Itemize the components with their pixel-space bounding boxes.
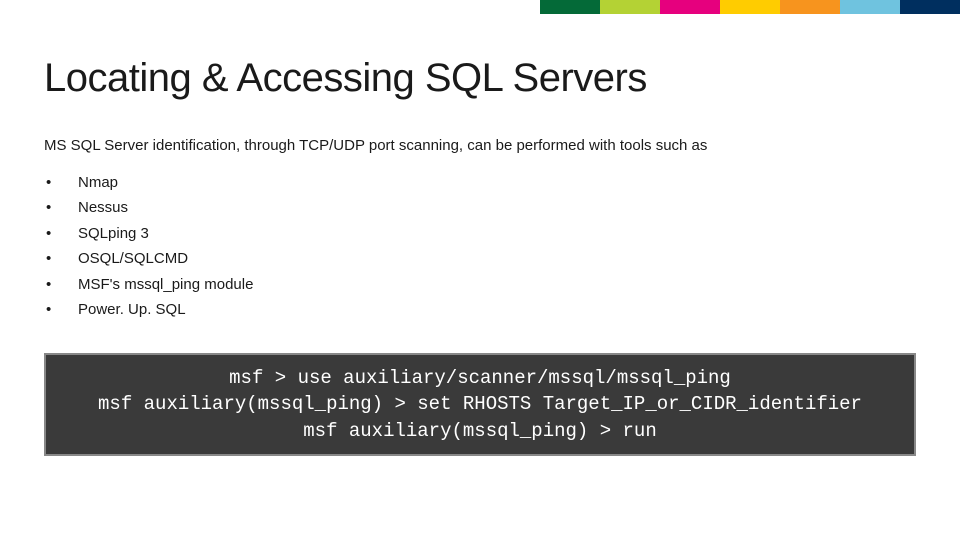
list-item: OSQL/SQLCMD [44, 246, 916, 272]
color-segment [840, 0, 900, 14]
list-item: Nmap [44, 170, 916, 196]
slide-content: Locating & Accessing SQL Servers MS SQL … [0, 0, 960, 456]
code-block: msf > use auxiliary/scanner/mssql/mssql_… [44, 353, 916, 457]
list-item: SQLping 3 [44, 221, 916, 247]
slide-title: Locating & Accessing SQL Servers [44, 56, 916, 101]
list-item: MSF's mssql_ping module [44, 272, 916, 298]
color-segment [780, 0, 840, 14]
code-line: msf auxiliary(mssql_ping) > run [62, 418, 898, 445]
color-segment [540, 0, 600, 14]
color-segment [720, 0, 780, 14]
list-item: Nessus [44, 195, 916, 221]
code-line: msf auxiliary(mssql_ping) > set RHOSTS T… [62, 391, 898, 418]
bullet-list: Nmap Nessus SQLping 3 OSQL/SQLCMD MSF's … [44, 170, 916, 323]
intro-text: MS SQL Server identification, through TC… [44, 135, 916, 158]
code-line: msf > use auxiliary/scanner/mssql/mssql_… [62, 365, 898, 392]
color-segment [660, 0, 720, 14]
color-segment [600, 0, 660, 14]
color-bar [540, 0, 960, 14]
color-segment [900, 0, 960, 14]
list-item: Power. Up. SQL [44, 297, 916, 323]
